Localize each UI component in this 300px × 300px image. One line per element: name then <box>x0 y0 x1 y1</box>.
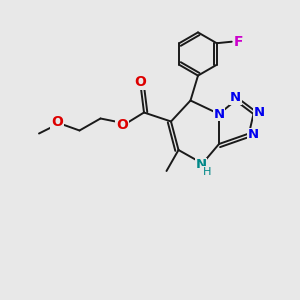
Text: N: N <box>195 158 207 172</box>
Text: N: N <box>213 107 225 121</box>
Text: F: F <box>234 35 243 49</box>
Text: O: O <box>51 115 63 128</box>
Text: O: O <box>116 118 128 132</box>
Text: O: O <box>134 75 146 89</box>
Text: N: N <box>248 128 259 142</box>
Text: H: H <box>203 167 211 177</box>
Text: N: N <box>230 91 242 104</box>
Text: N: N <box>253 106 265 119</box>
